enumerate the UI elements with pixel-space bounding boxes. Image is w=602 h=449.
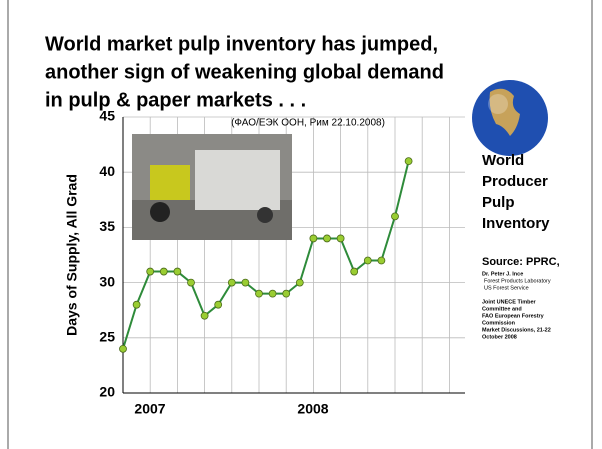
- side-title: Producer: [482, 173, 548, 190]
- author: US Forest Service: [484, 285, 529, 291]
- point: [187, 278, 195, 287]
- point: [282, 289, 291, 298]
- y-tick-label: 40: [99, 163, 115, 179]
- point: [323, 234, 331, 243]
- point: [241, 278, 250, 287]
- y-tick-label: 30: [99, 273, 115, 289]
- point: [268, 289, 277, 298]
- event: Market Discussions, 21-22: [482, 327, 551, 333]
- globe: [472, 80, 548, 156]
- photo: [132, 134, 292, 240]
- side-title: Pulp: [482, 194, 515, 211]
- point: [404, 157, 413, 166]
- y-tick-label: 25: [99, 329, 115, 345]
- y-axis-label: Days of Supply, All Grad: [64, 174, 80, 336]
- title-line: another sign of weakening global demand: [45, 61, 444, 83]
- x-group-label: 2007: [134, 401, 165, 417]
- series-line: [122, 160, 410, 350]
- point: [295, 278, 304, 287]
- y-tick-label: 45: [99, 108, 115, 124]
- event: Joint UNECE Timber: [482, 299, 537, 305]
- title-line: World market pulp inventory has jumped,: [45, 33, 438, 55]
- point: [200, 311, 209, 320]
- point: [377, 256, 386, 265]
- y-tick-label: 35: [99, 218, 115, 234]
- point: [132, 300, 141, 309]
- annotation: (ФАО/ЕЭК ООН, Рим 22.10.2008): [231, 118, 385, 129]
- point: [159, 267, 168, 276]
- point: [227, 278, 236, 287]
- event: Commission: [482, 320, 516, 326]
- point: [214, 300, 223, 309]
- event: FAO European Forestry: [482, 313, 545, 319]
- point: [119, 344, 127, 353]
- source: Source: PPRC,: [482, 256, 560, 268]
- point: [173, 267, 182, 276]
- point: [255, 289, 263, 298]
- side-title: Inventory: [482, 215, 550, 232]
- point: [350, 267, 359, 276]
- point: [309, 234, 318, 243]
- point: [363, 256, 372, 265]
- x-group-label: 2008: [297, 401, 328, 417]
- event: October 2008: [482, 334, 517, 340]
- side-title: World: [482, 152, 524, 169]
- title-line: in pulp & paper markets . . .: [45, 89, 306, 111]
- point: [391, 212, 399, 221]
- y-tick-label: 20: [99, 384, 115, 400]
- author: Dr. Peter J. Ince: [482, 271, 523, 277]
- point: [336, 234, 345, 243]
- event: Committee and: [482, 306, 522, 312]
- point: [146, 267, 155, 276]
- author: Forest Products Laboratory: [484, 278, 551, 284]
